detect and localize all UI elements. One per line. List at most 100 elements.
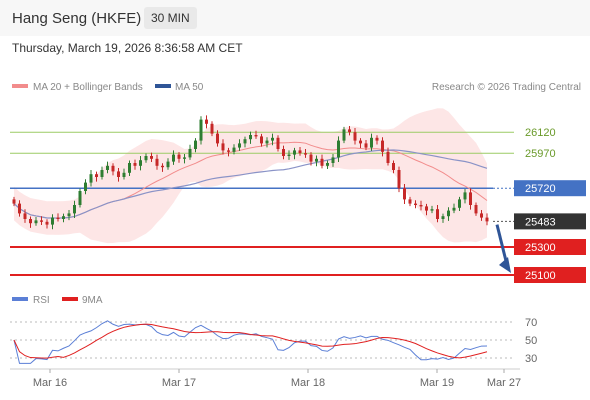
candle-body — [408, 199, 412, 204]
candle-body — [216, 133, 219, 144]
candle-body — [111, 165, 115, 172]
candle-body — [271, 137, 274, 141]
candle-body — [326, 163, 329, 166]
candle-body — [419, 205, 423, 207]
candle-body — [205, 119, 208, 124]
candle-body — [342, 129, 346, 141]
rsi-tick-label: 30 — [525, 353, 537, 365]
candle-body — [375, 137, 379, 141]
candle-body — [425, 206, 428, 211]
candle-body — [403, 188, 406, 200]
candle-body — [436, 209, 439, 219]
candle-body — [155, 158, 159, 166]
ma50-line — [13, 149, 488, 219]
bollinger-band — [14, 108, 487, 244]
chart-header — [0, 0, 590, 36]
pivot-label: 25720 — [525, 183, 556, 195]
x-tick-label: Mar 19 — [420, 377, 454, 389]
rsi-tick-label: 70 — [525, 317, 537, 329]
candle-body — [166, 161, 170, 168]
candle-body — [188, 149, 192, 158]
candle-body — [67, 213, 71, 217]
ma50-legend-swatch — [155, 84, 171, 88]
candle-body — [331, 157, 335, 163]
candle-body — [100, 170, 104, 177]
x-tick-label: Mar 16 — [33, 377, 67, 389]
candle-body — [139, 160, 142, 166]
candle-body — [485, 217, 489, 222]
candle-body — [40, 220, 43, 222]
candle-body — [249, 135, 252, 140]
candle-body — [298, 150, 302, 154]
support-label: 25100 — [525, 270, 556, 282]
last-price-box — [514, 213, 586, 230]
interval-badge[interactable]: 30 MIN — [144, 7, 197, 29]
candle-body — [56, 217, 60, 219]
rsi-legend-swatch — [12, 297, 28, 301]
candle-body — [414, 203, 417, 205]
candle-body — [447, 210, 450, 217]
candle-body — [463, 192, 467, 200]
candle-body — [29, 219, 32, 224]
candle-body — [392, 163, 395, 170]
rsi-9ma-line — [13, 323, 488, 359]
candle-body — [276, 137, 280, 149]
candle-body — [45, 221, 49, 225]
candle-body — [353, 132, 357, 141]
candle-body — [183, 157, 186, 159]
resistance-label: 25970 — [525, 148, 556, 160]
ma9-legend-swatch — [62, 297, 78, 301]
candle-body — [95, 174, 98, 177]
candle-body — [293, 150, 296, 155]
candle-body — [265, 140, 269, 144]
candle-body — [243, 139, 247, 144]
resistance-label: 26120 — [525, 127, 556, 139]
candle-body — [430, 209, 434, 211]
candle-body — [469, 192, 472, 205]
candle-body — [282, 149, 285, 156]
candle-body — [474, 205, 478, 214]
candle-body — [348, 129, 351, 133]
candle-body — [62, 216, 65, 219]
candle-body — [106, 165, 109, 170]
support-label-box — [514, 267, 586, 283]
candle-body — [150, 156, 153, 159]
candle-body — [199, 119, 203, 141]
candle-body — [441, 216, 445, 219]
instrument-title: Hang Seng (HKFE) — [12, 10, 142, 27]
ma50-legend-label: MA 50 — [175, 82, 204, 93]
candle-body — [221, 143, 225, 151]
x-tick-label: Mar 18 — [291, 377, 325, 389]
candle-body — [381, 140, 384, 152]
candle-body — [23, 213, 27, 219]
x-tick-label: Mar 27 — [487, 377, 521, 389]
ma20-legend-swatch — [12, 84, 28, 88]
ma20-legend-label: MA 20 + Bollinger Bands — [33, 82, 143, 93]
candle-body — [315, 158, 318, 162]
candle-body — [458, 199, 461, 208]
candle-body — [34, 220, 38, 224]
candle-body — [480, 213, 483, 218]
candle-body — [260, 136, 263, 144]
support-label-box — [514, 239, 586, 255]
candle-body — [194, 140, 197, 149]
candle-body — [122, 172, 126, 177]
candle-body — [254, 135, 258, 137]
candle-body — [337, 140, 340, 158]
rsi-tick-label: 50 — [525, 335, 537, 347]
candle-body — [73, 205, 76, 214]
candle-body — [364, 143, 368, 148]
candle-body — [210, 123, 214, 134]
candle-body — [18, 203, 21, 214]
candle-body — [12, 199, 16, 204]
rsi-legend-label: RSI — [33, 295, 50, 306]
ma9-legend-label: 9MA — [82, 295, 103, 306]
candle-body — [370, 137, 373, 148]
candle-body — [287, 154, 291, 156]
candle-body — [51, 217, 54, 225]
candle-body — [89, 174, 93, 183]
candle-body — [386, 151, 390, 163]
candle-body — [309, 154, 313, 162]
timestamp: Thursday, March 19, 2026 8:36:58 AM CET — [12, 41, 243, 55]
